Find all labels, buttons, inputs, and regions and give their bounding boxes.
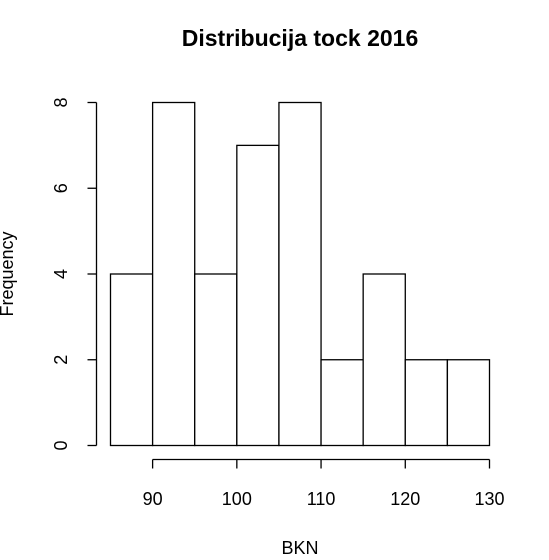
y-axis: 0 2 4 6 8: [51, 97, 98, 451]
x-axis: 90 100 110 120 130: [143, 458, 505, 509]
histogram-bar-5: [278, 101, 322, 447]
histogram-bar-2: [151, 101, 196, 447]
histogram-bar-6: [320, 359, 364, 447]
histogram-bar-9: [446, 359, 491, 447]
chart-title: Distribucija tock 2016: [182, 25, 419, 51]
histogram-bar-4: [236, 144, 280, 447]
y-tick-label-6: 6: [51, 183, 71, 193]
x-tick-label-120: 120: [390, 489, 420, 509]
x-tick-label-110: 110: [307, 489, 336, 509]
x-tick-label-100: 100: [222, 489, 252, 509]
y-tick-label-4: 4: [51, 269, 71, 279]
x-tick-label-90: 90: [143, 489, 163, 509]
x-axis-label: BKN: [281, 538, 318, 558]
y-axis-label: Frequency: [0, 231, 17, 316]
x-tick-label-130: 130: [474, 489, 504, 509]
histogram-bar-1: [109, 273, 154, 447]
histogram-bar-8: [404, 359, 449, 447]
bars-group: [109, 101, 491, 447]
y-tick-label-2: 2: [51, 355, 71, 365]
y-tick-label-8: 8: [51, 97, 71, 107]
histogram-bar-3: [194, 273, 238, 447]
y-tick-label-0: 0: [51, 440, 71, 450]
histogram-bar-7: [362, 273, 406, 447]
